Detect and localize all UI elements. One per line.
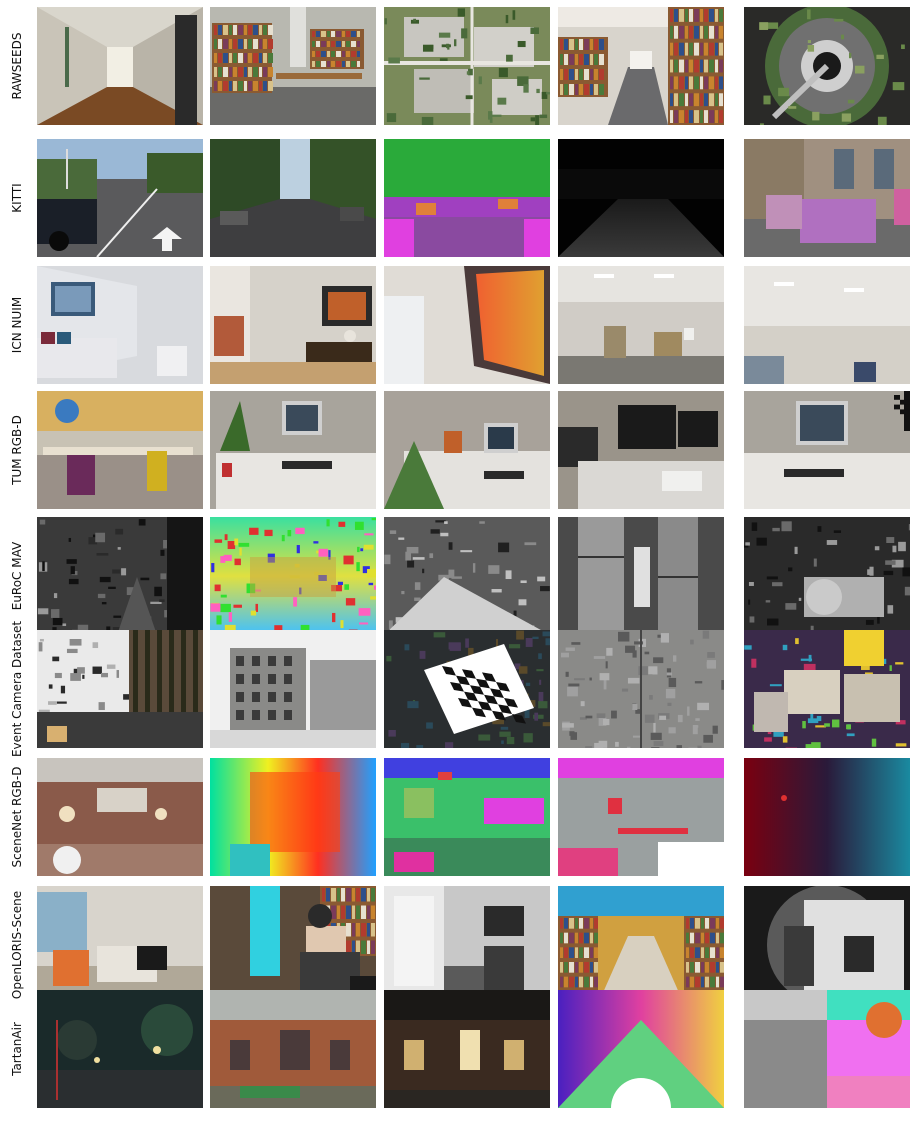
- dataset-row: RAWSEEDS: [0, 7, 923, 125]
- dataset-row: KITTI: [0, 139, 923, 257]
- sample-image: [744, 391, 910, 509]
- dataset-row: ICN NUIM: [0, 266, 923, 384]
- sample-image: [558, 886, 724, 1004]
- dataset-label: ICN NUIM: [0, 266, 34, 384]
- sample-image: [37, 139, 203, 257]
- sample-image: [210, 517, 376, 635]
- dataset-label-text: TartanAir: [10, 1022, 24, 1076]
- sample-image: [210, 886, 376, 1004]
- sample-image: [37, 630, 203, 748]
- dataset-label-text: RAWSEEDS: [10, 32, 24, 100]
- sample-image: [210, 266, 376, 384]
- dataset-label: TartanAir: [0, 990, 34, 1108]
- sample-image: [744, 758, 910, 876]
- dataset-label: Event Camera Dataset: [0, 621, 34, 757]
- sample-image: [210, 139, 376, 257]
- sample-image: [384, 886, 550, 1004]
- dataset-row: EuRoC MAV: [0, 517, 923, 635]
- sample-image: [210, 391, 376, 509]
- sample-image: [558, 266, 724, 384]
- dataset-label: EuRoC MAV: [0, 517, 34, 635]
- sample-image: [37, 886, 203, 1004]
- dataset-label: RAWSEEDS: [0, 7, 34, 125]
- sample-image: [744, 630, 910, 748]
- dataset-label-text: KITTI: [10, 183, 24, 213]
- sample-image: [37, 758, 203, 876]
- sample-image: [744, 7, 910, 125]
- dataset-row: Event Camera Dataset: [0, 621, 923, 757]
- sample-image: [210, 758, 376, 876]
- dataset-label: KITTI: [0, 139, 34, 257]
- dataset-row: TUM RGB-D: [0, 391, 923, 509]
- dataset-row: SceneNet RGB-D: [0, 758, 923, 876]
- sample-image: [558, 758, 724, 876]
- sample-image: [558, 7, 724, 125]
- sample-image: [37, 391, 203, 509]
- sample-image: [744, 886, 910, 1004]
- sample-image: [744, 139, 910, 257]
- sample-image: [384, 630, 550, 748]
- sample-image: [384, 266, 550, 384]
- dataset-row: OpenLORIS-Scene: [0, 886, 923, 1004]
- sample-image: [558, 630, 724, 748]
- sample-image: [384, 391, 550, 509]
- sample-image: [384, 758, 550, 876]
- sample-image: [384, 517, 550, 635]
- dataset-label-text: EuRoC MAV: [10, 541, 24, 611]
- sample-image: [558, 391, 724, 509]
- sample-image: [384, 7, 550, 125]
- sample-image: [744, 990, 910, 1108]
- sample-image: [210, 7, 376, 125]
- sample-image: [37, 990, 203, 1108]
- sample-image: [384, 139, 550, 257]
- dataset-label-text: ICN NUIM: [10, 296, 24, 354]
- dataset-label-text: Event Camera Dataset: [10, 620, 24, 758]
- sample-image: [558, 139, 724, 257]
- sample-image: [384, 990, 550, 1108]
- sample-image: [37, 7, 203, 125]
- sample-image: [210, 990, 376, 1108]
- sample-image: [744, 266, 910, 384]
- dataset-row: TartanAir: [0, 990, 923, 1108]
- sample-image: [558, 517, 724, 635]
- dataset-label: SceneNet RGB-D: [0, 758, 34, 876]
- sample-image: [37, 517, 203, 635]
- dataset-label-text: TUM RGB-D: [10, 415, 24, 485]
- sample-image: [558, 990, 724, 1108]
- dataset-label-text: SceneNet RGB-D: [10, 766, 24, 868]
- dataset-label: OpenLORIS-Scene: [0, 886, 34, 1004]
- dataset-label-text: OpenLORIS-Scene: [10, 890, 24, 1000]
- sample-image: [744, 517, 910, 635]
- dataset-label: TUM RGB-D: [0, 391, 34, 509]
- sample-image: [210, 630, 376, 748]
- sample-image: [37, 266, 203, 384]
